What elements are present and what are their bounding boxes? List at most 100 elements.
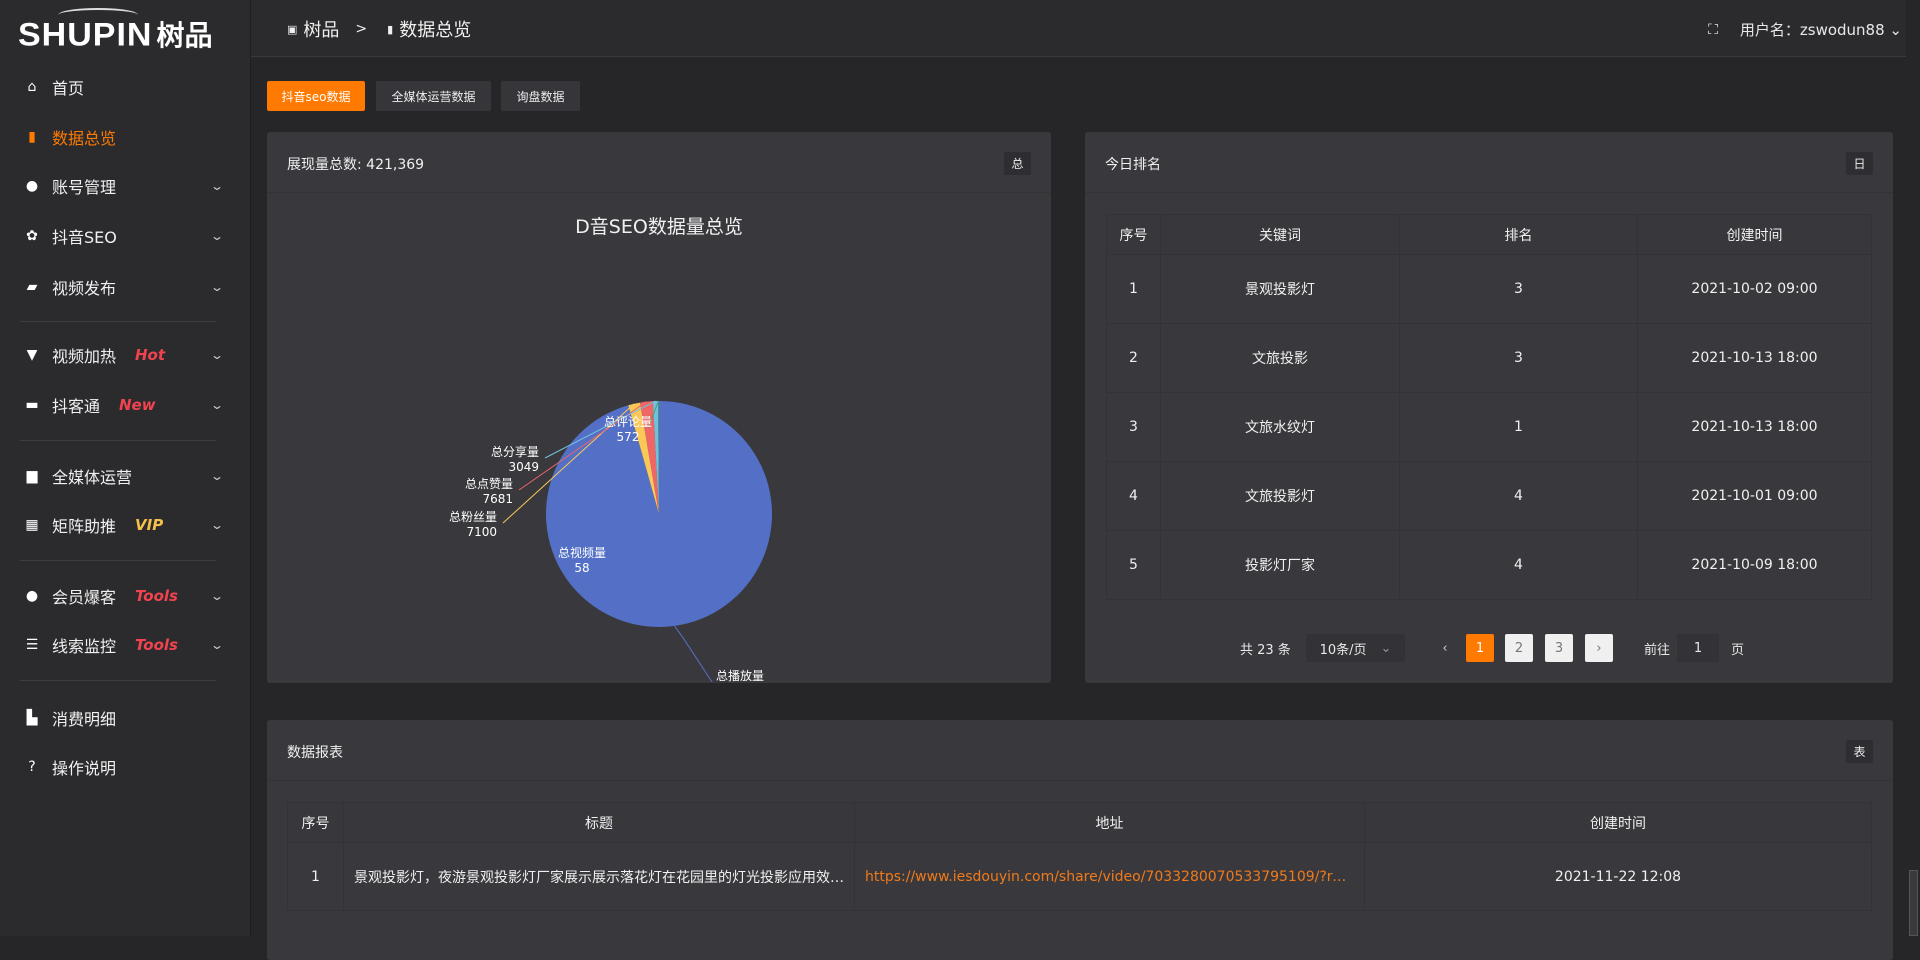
- column-header: 创建时间: [1364, 802, 1872, 843]
- pie-slice-2[interactable]: [628, 402, 659, 514]
- sidebar-item-2[interactable]: ● 账号管理 ⌄: [0, 166, 251, 206]
- total-count: 共 23 条: [1240, 642, 1291, 658]
- chevron-down-icon[interactable]: ⌄: [209, 518, 225, 532]
- page-3[interactable]: 3: [1545, 634, 1573, 662]
- page-scrollbar[interactable]: [1906, 0, 1920, 936]
- pie-label-name: 总粉丝量: [449, 510, 497, 524]
- table-cell: 4: [1399, 530, 1638, 600]
- sidebar-item-1[interactable]: ▮ 数据总览: [0, 117, 251, 157]
- sidebar-item-label: 消费明细: [52, 710, 117, 729]
- table-cell: 2021-11-22 12:08: [1364, 842, 1872, 911]
- sidebar-item-6[interactable]: ▬ 抖客通 New ⌄: [0, 385, 251, 425]
- table-cell: 文旅投影: [1160, 323, 1400, 393]
- table-row[interactable]: 1 景观投影灯 3 2021-10-02 09:00: [1106, 254, 1872, 324]
- sidebar-item-9[interactable]: ● 会员爆客 Tools ⌄: [0, 576, 251, 616]
- chevron-down-icon: ⌄: [1380, 640, 1392, 656]
- logo-cn: 树品: [156, 19, 213, 52]
- sidebar-item-label: 视频发布: [52, 279, 117, 298]
- goto-page-input[interactable]: 1: [1677, 634, 1719, 662]
- chevron-down-icon[interactable]: ⌄: [209, 229, 225, 243]
- pie-slice-0[interactable]: [545, 401, 772, 627]
- pie-slice-3[interactable]: [640, 401, 659, 514]
- chevron-down-icon[interactable]: ⌄: [209, 638, 225, 652]
- sidebar-item-3[interactable]: ✿ 抖音SEO ⌄: [0, 216, 251, 256]
- column-header: 序号: [1106, 214, 1161, 255]
- page-1[interactable]: 1: [1466, 634, 1494, 662]
- pie-slice-1[interactable]: [628, 405, 659, 514]
- video-link[interactable]: https://www.iesdouyin.com/share/video/70…: [854, 842, 1365, 911]
- table-row[interactable]: 2 文旅投影 3 2021-10-13 18:00: [1106, 323, 1872, 393]
- table-cell: 3: [1399, 254, 1638, 324]
- sidebar-item-5[interactable]: ▼ 视频加热 Hot ⌄: [0, 335, 251, 375]
- next-page-button[interactable]: ›: [1585, 634, 1613, 662]
- table-row[interactable]: 3 文旅水纹灯 1 2021-10-13 18:00: [1106, 392, 1872, 462]
- prev-page-button[interactable]: ‹: [1442, 640, 1448, 656]
- sidebar-badge: Tools: [135, 636, 178, 654]
- sidebar-item-11[interactable]: ▙ 消费明细: [0, 698, 251, 738]
- tab-inquiry[interactable]: 询盘数据: [501, 81, 580, 111]
- table-row[interactable]: 5 投影灯厂家 4 2021-10-09 18:00: [1106, 530, 1872, 600]
- goto-label: 前往: [1644, 642, 1671, 658]
- ranking-title: 今日排名: [1105, 157, 1161, 173]
- camera-icon: ▰: [26, 279, 38, 295]
- scrollbar-thumb[interactable]: [1909, 870, 1918, 936]
- table-cell: 景观投影灯，夜游景观投影灯厂家展示展示落花灯在花园里的灯光投影应用效果 #: [343, 842, 855, 911]
- sidebar: SHUPIN 树品 ⌂ 首页 ▮ 数据总览 ● 账号管理 ⌄ ✿ 抖音SEO ⌄ ▰ 视频发布 ⌄ ▼ 视频…: [0, 0, 251, 936]
- bar-chart-icon: ▮: [387, 22, 394, 36]
- sidebar-item-label: 首页: [52, 79, 85, 98]
- grid-icon: ▦: [25, 517, 39, 533]
- user-menu[interactable]: 用户名：zswodun88 ⌄: [1740, 19, 1902, 40]
- pie-label-value: 7100: [466, 525, 497, 539]
- user-icon: ●: [25, 588, 39, 604]
- table-row[interactable]: 1 景观投影灯，夜游景观投影灯厂家展示展示落花灯在花园里的灯光投影应用效果 # ht…: [287, 842, 1872, 911]
- sidebar-item-7[interactable]: ▆ 全媒体运营 ⌄: [0, 456, 251, 496]
- sidebar-item-label: 抖客通: [52, 397, 101, 416]
- day-button[interactable]: 日: [1846, 152, 1873, 175]
- pie-chart: D音SEO数据量总览 总播放量402909总视频量58总粉丝量7100总点赞量7…: [449, 216, 772, 683]
- page-2[interactable]: 2: [1505, 634, 1533, 662]
- logo[interactable]: SHUPIN 树品: [18, 8, 213, 54]
- pie-label-value: 7681: [482, 492, 513, 506]
- chevron-down-icon[interactable]: ⌄: [209, 469, 225, 483]
- pie-label-name: 总点赞量: [465, 477, 513, 491]
- page-suffix: 页: [1731, 642, 1745, 658]
- tab-all-media[interactable]: 全媒体运营数据: [376, 81, 491, 111]
- top-header: ▣ 树品 > ▮ 数据总览 ⛶ 用户名：zswodun88 ⌄: [251, 0, 1920, 57]
- pie-slice-4[interactable]: [652, 401, 659, 514]
- sidebar-divider: [20, 560, 216, 561]
- chart-icon: ▣: [287, 22, 298, 36]
- ranking-table-wrap[interactable]: 序号 关键词 排名 创建时间 1 景观投影灯 3 2021-10-02 09:00 2 文旅投影…: [1106, 214, 1872, 600]
- chevron-down-icon[interactable]: ⌄: [209, 589, 225, 603]
- chevron-down-icon[interactable]: ⌄: [209, 348, 225, 362]
- column-header: 序号: [287, 802, 344, 843]
- chevron-down-icon[interactable]: ⌄: [209, 280, 225, 294]
- column-header: 排名: [1399, 214, 1638, 255]
- sidebar-item-4[interactable]: ▰ 视频发布 ⌄: [0, 267, 251, 307]
- report-table: 序号 标题 地址 创建时间 1 景观投影灯，夜游景观投影灯厂家展示展示落花灯在花园里的灯…: [287, 802, 1872, 911]
- breadcrumb-home[interactable]: 树品: [303, 20, 340, 41]
- pie-label-name: 总分享量: [491, 444, 539, 459]
- tab-douyin-seo[interactable]: 抖音seo数据: [267, 81, 365, 111]
- chevron-down-icon[interactable]: ⌄: [209, 398, 225, 412]
- sidebar-item-label: 矩阵助推: [52, 517, 117, 536]
- table-button[interactable]: 表: [1846, 740, 1873, 763]
- sidebar-item-10[interactable]: ☰ 线索监控 Tools ⌄: [0, 625, 251, 665]
- total-button[interactable]: 总: [1004, 152, 1031, 175]
- sidebar-item-8[interactable]: ▦ 矩阵助推 VIP ⌄: [0, 505, 251, 545]
- page-size-select[interactable]: 10条/页 ⌄: [1306, 634, 1405, 662]
- pie-leader-line: [544, 400, 656, 459]
- table-cell: 3: [1106, 392, 1161, 462]
- table-cell: 1: [287, 842, 344, 911]
- bar-chart-icon: ▮: [28, 129, 36, 145]
- sidebar-badge: VIP: [135, 516, 164, 534]
- chevron-down-icon[interactable]: ⌄: [209, 179, 225, 193]
- report-title: 数据报表: [287, 745, 343, 761]
- column-header: 创建时间: [1637, 214, 1872, 255]
- sidebar-item-12[interactable]: ? 操作说明: [0, 747, 251, 787]
- table-row[interactable]: 4 文旅投影灯 4 2021-10-01 09:00: [1106, 461, 1872, 531]
- logo-text: SHUPIN: [18, 16, 153, 54]
- sidebar-item-0[interactable]: ⌂ 首页: [0, 67, 251, 107]
- sidebar-badge: Hot: [135, 346, 166, 364]
- fullscreen-icon[interactable]: ⛶: [1708, 21, 1718, 38]
- breadcrumb-separator: >: [355, 21, 368, 37]
